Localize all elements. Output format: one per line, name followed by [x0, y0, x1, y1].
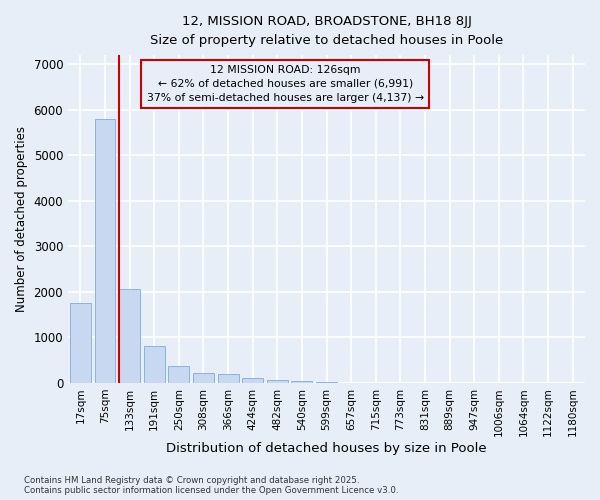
Y-axis label: Number of detached properties: Number of detached properties [15, 126, 28, 312]
Text: Contains HM Land Registry data © Crown copyright and database right 2025.
Contai: Contains HM Land Registry data © Crown c… [24, 476, 398, 495]
Bar [218, 374, 239, 383]
Title: 12, MISSION ROAD, BROADSTONE, BH18 8JJ
Size of property relative to detached hou: 12, MISSION ROAD, BROADSTONE, BH18 8JJ S… [150, 15, 503, 47]
Bar [95, 119, 115, 383]
Text: 12 MISSION ROAD: 126sqm
← 62% of detached houses are smaller (6,991)
37% of semi: 12 MISSION ROAD: 126sqm ← 62% of detache… [146, 65, 424, 103]
Bar [119, 289, 140, 383]
Bar [193, 374, 214, 383]
Bar [70, 302, 91, 383]
Bar [169, 366, 189, 383]
Bar [242, 378, 263, 383]
Bar [144, 346, 164, 383]
X-axis label: Distribution of detached houses by size in Poole: Distribution of detached houses by size … [166, 442, 487, 455]
Bar [292, 382, 313, 383]
Bar [267, 380, 288, 383]
